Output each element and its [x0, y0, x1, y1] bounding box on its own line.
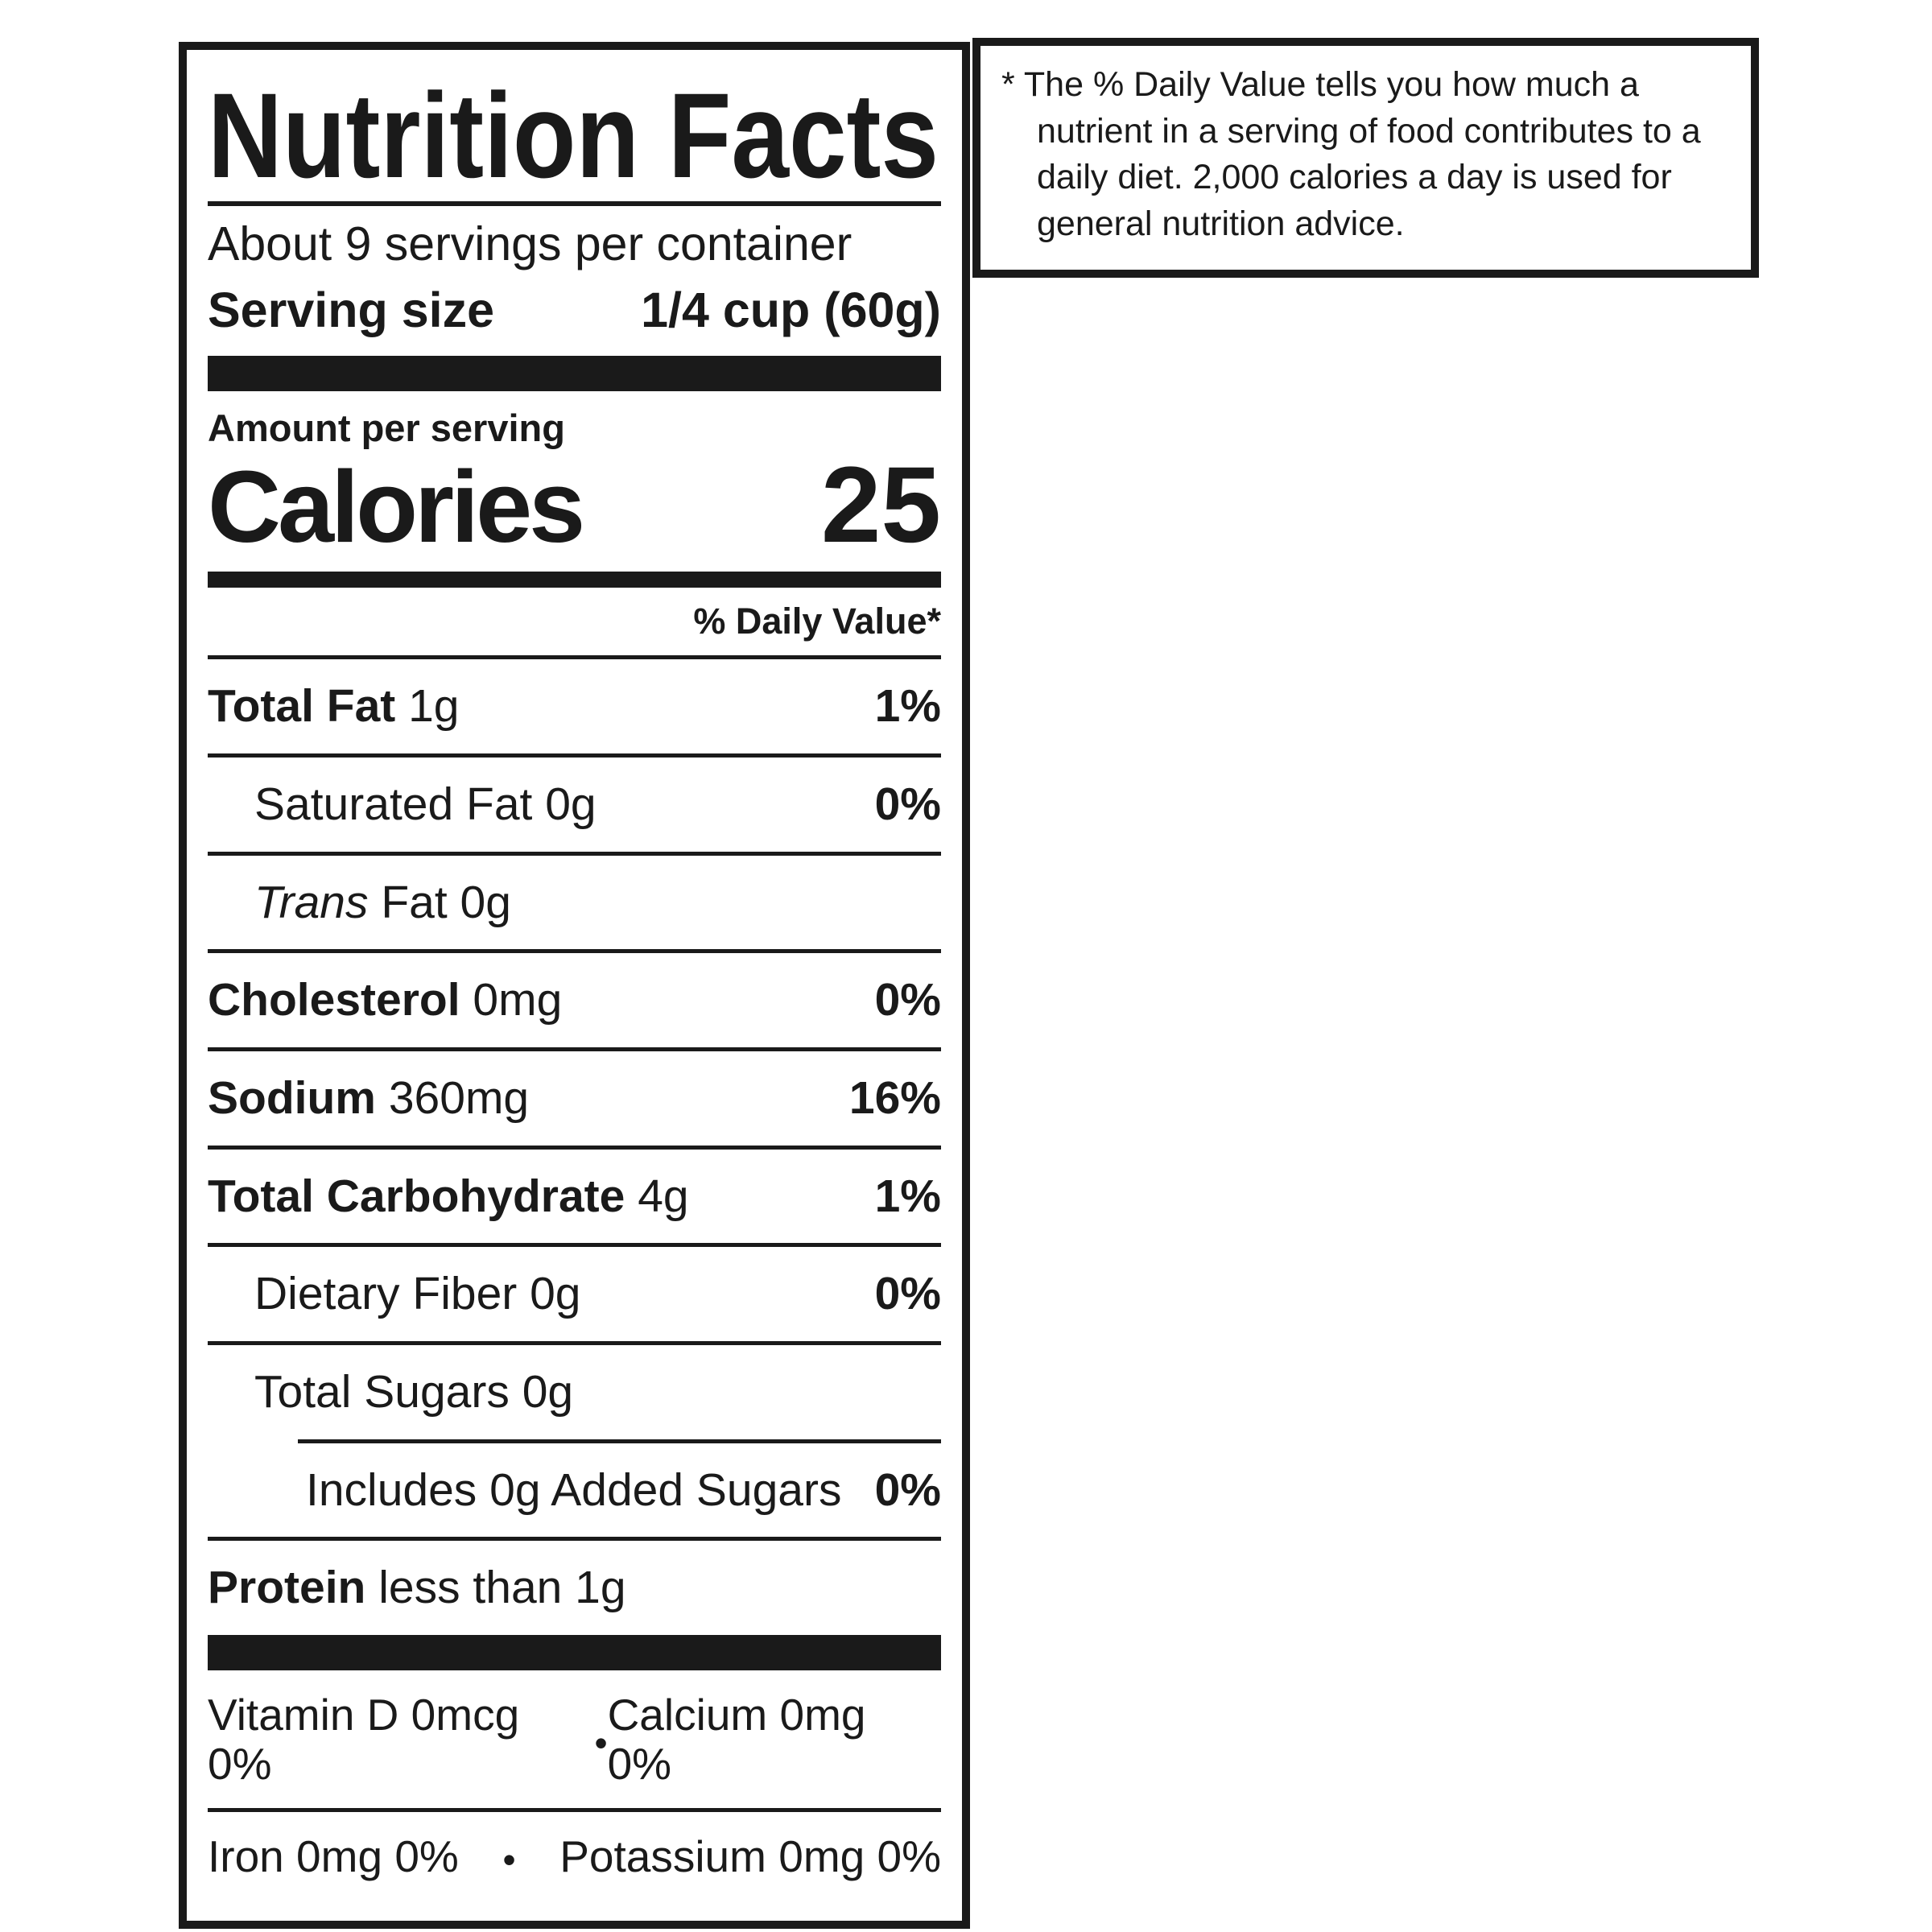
- nutrient-dv: 0%: [874, 1463, 941, 1516]
- divider: [208, 1808, 941, 1813]
- nutrient-row-total-carbohydrate: Total Carbohydrate 4g 1%: [208, 1150, 941, 1244]
- nutrient-row-trans-fat: Trans Fat 0g: [208, 856, 941, 950]
- divider: [208, 655, 941, 660]
- micronutrient-row-1: Vitamin D 0mcg 0% • Calcium 0mg 0%: [208, 1670, 941, 1808]
- nutrient-amount: Fat 0g: [381, 876, 511, 928]
- divider: [208, 1537, 941, 1542]
- nutrient-name: Dietary Fiber: [254, 1268, 518, 1320]
- nutrient-dv: 0%: [874, 974, 941, 1026]
- nutrient-row-sodium: Sodium 360mg 16%: [208, 1051, 941, 1146]
- title-divider: [208, 201, 941, 206]
- micronutrient-row-2: Iron 0mg 0% • Potassium 0mg 0%: [208, 1812, 941, 1901]
- nutrient-amount: 4g: [638, 1170, 689, 1222]
- nutrient-dv: 1%: [874, 1170, 941, 1222]
- section-bar-top: [208, 355, 941, 391]
- divider-indented: [298, 1439, 941, 1443]
- footnote-marker: *: [1001, 65, 1015, 104]
- nutrition-label: Nutrition Facts About 9 servings per con…: [179, 42, 970, 1929]
- nutrient-name: Protein: [208, 1562, 366, 1614]
- servings-per-container: About 9 servings per container: [208, 217, 852, 270]
- footnote-body: The % Daily Value tells you how much a n…: [1023, 65, 1701, 243]
- nutrient-dv: 16%: [848, 1072, 941, 1125]
- calories-value: 25: [820, 444, 941, 565]
- label-title-graphic: Nutrition Facts: [208, 68, 939, 201]
- serving-size-label: Serving size: [208, 282, 494, 337]
- amount-per-serving-label: Amount per serving: [208, 406, 565, 449]
- nutrient-dv: 0%: [874, 1268, 941, 1320]
- nutrient-name: Total Carbohydrate: [208, 1170, 625, 1222]
- nutrient-name: Total Sugars: [254, 1366, 510, 1418]
- nutrient-name: Includes 0g Added Sugars: [306, 1463, 842, 1516]
- micronutrient-left: Vitamin D 0mcg 0%: [208, 1690, 520, 1789]
- calories-label: Calories: [208, 449, 585, 564]
- nutrient-row-cholesterol: Cholesterol 0mg 0%: [208, 953, 941, 1047]
- bullet-separator: •: [594, 1721, 608, 1764]
- calories-row: Calories 25: [208, 450, 941, 572]
- nutrient-row-total-fat: Total Fat 1g 1%: [208, 659, 941, 753]
- section-bar-bottom: [208, 1635, 941, 1671]
- nutrient-row-dietary-fiber: Dietary Fiber 0g 0%: [208, 1247, 941, 1341]
- divider: [208, 1341, 941, 1346]
- nutrient-amount: less than 1g: [378, 1562, 626, 1614]
- divider: [208, 949, 941, 954]
- micronutrient-right: Calcium 0mg 0%: [607, 1690, 866, 1789]
- nutrient-amount: 0mg: [473, 974, 563, 1026]
- nutrient-row-saturated-fat: Saturated Fat 0g 0%: [208, 758, 941, 852]
- nutrient-dv: 0%: [874, 778, 941, 830]
- micronutrient-left: Iron 0mg 0%: [208, 1831, 459, 1882]
- nutrient-amount: 0g: [522, 1366, 574, 1418]
- divider: [208, 1145, 941, 1150]
- divider: [208, 1047, 941, 1052]
- nutrient-row-protein: Protein less than 1g: [208, 1541, 941, 1635]
- nutrient-name: Sodium: [208, 1072, 376, 1125]
- nutrient-name: Cholesterol: [208, 974, 460, 1026]
- daily-value-header: % Daily Value*: [693, 601, 941, 642]
- serving-size-value: 1/4 cup (60g): [641, 282, 941, 337]
- nutrient-name: Trans: [254, 876, 369, 928]
- divider: [208, 851, 941, 856]
- nutrient-row-total-sugars: Total Sugars 0g: [208, 1345, 941, 1439]
- divider: [208, 753, 941, 758]
- nutrient-dv: 1%: [874, 680, 941, 733]
- nutrient-amount: 360mg: [388, 1072, 530, 1125]
- nutrient-name: Total Fat: [208, 680, 396, 733]
- footnote-text: * The % Daily Value tells you how much a…: [1001, 62, 1727, 247]
- micronutrient-right: Potassium 0mg 0%: [559, 1831, 941, 1882]
- serving-size-row: Serving size 1/4 cup (60g): [208, 275, 941, 356]
- nutrient-amount: 0g: [530, 1268, 581, 1320]
- footnote-box: * The % Daily Value tells you how much a…: [972, 38, 1759, 279]
- calories-divider: [208, 572, 941, 588]
- nutrient-row-added-sugars: Includes 0g Added Sugars 0%: [208, 1443, 941, 1538]
- nutrient-amount: 1g: [408, 680, 460, 733]
- divider: [208, 1243, 941, 1248]
- bullet-separator: •: [502, 1839, 516, 1881]
- nutrient-amount: 0g: [545, 778, 597, 830]
- nutrient-name: Saturated Fat: [254, 778, 533, 830]
- page-title: Nutrition Facts: [208, 68, 939, 201]
